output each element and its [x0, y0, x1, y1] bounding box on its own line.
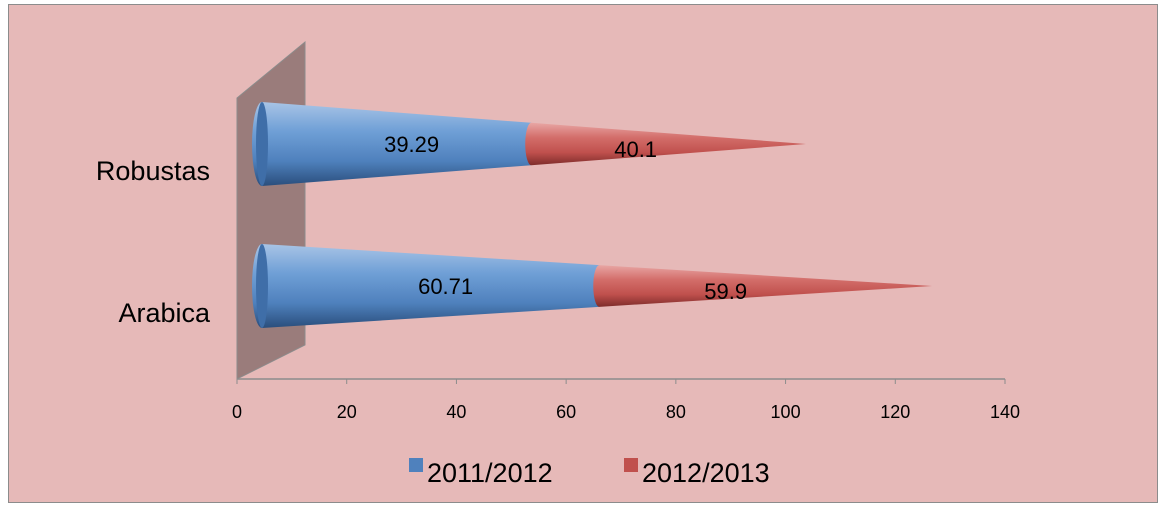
legend-label: 2012/2013 [642, 458, 770, 488]
plot-wall [236, 40, 306, 380]
data-label: 40.1 [614, 137, 657, 162]
data-label: 60.71 [418, 274, 473, 299]
bar-base-cap [256, 102, 268, 186]
legend: 2011/2012 2012/2013 [409, 458, 770, 488]
bar-segment-2011-2012 [252, 244, 600, 328]
category-label: Robustas [96, 156, 210, 186]
category-label: Arabica [118, 298, 211, 328]
x-tick-label: 140 [990, 402, 1020, 422]
bars [252, 102, 932, 328]
bar-base-cap [256, 244, 268, 328]
bar-segment-2011-2012 [252, 102, 532, 186]
x-tick-label: 120 [880, 402, 910, 422]
data-label: 39.29 [384, 132, 439, 157]
x-tick-label: 100 [771, 402, 801, 422]
legend-swatch [624, 458, 638, 472]
x-tick-label: 20 [337, 402, 357, 422]
legend-swatch [409, 458, 423, 472]
x-tick-label: 40 [446, 402, 466, 422]
plot-wall-panel [236, 40, 306, 380]
x-tick-label: 0 [232, 402, 242, 422]
data-label: 59.9 [704, 279, 747, 304]
legend-label: 2011/2012 [427, 458, 553, 488]
chart-area [8, 4, 1158, 503]
x-tick-label: 60 [556, 402, 576, 422]
bar-segment-2012-2013 [593, 265, 932, 307]
bar-segment-2012-2013 [525, 122, 806, 166]
x-tick-label: 80 [666, 402, 686, 422]
x-axis: 0 20 40 60 80 100 120 140 [232, 378, 1020, 422]
labels: 39.29 40.1 Robustas 60.71 59.9 Arabica [96, 132, 747, 328]
